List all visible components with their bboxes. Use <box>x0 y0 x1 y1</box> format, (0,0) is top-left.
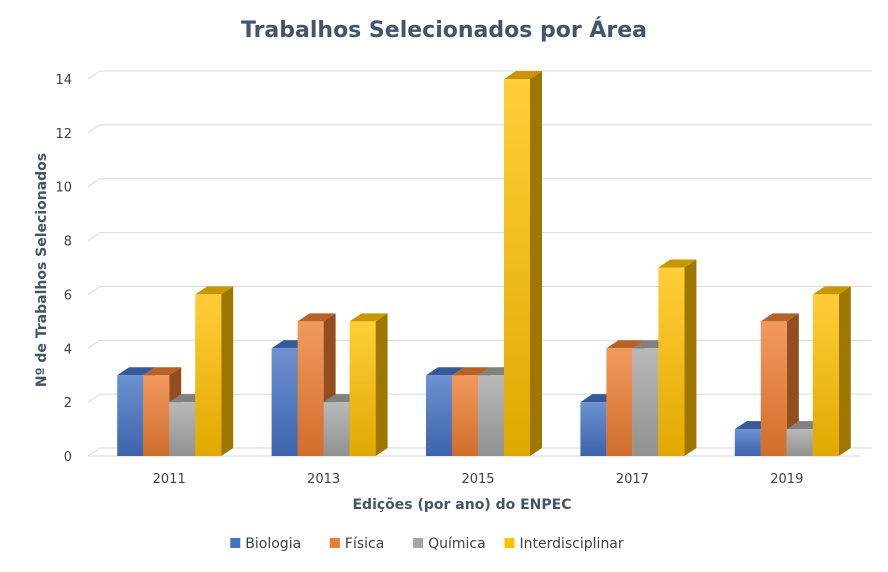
bar-side <box>375 313 388 456</box>
bar-front <box>812 294 839 456</box>
bar-top <box>760 313 799 322</box>
legend-label: Biologia <box>245 536 301 552</box>
y-tick-label: 2 <box>64 396 72 411</box>
legend-swatch <box>230 538 241 548</box>
bar-interdisciplinar-2017 <box>658 259 697 456</box>
bar-interdisciplinar-2015 <box>504 71 542 456</box>
bar-front <box>117 375 144 456</box>
x-axis-title: Edições (por ano) do ENPEC <box>352 497 571 513</box>
x-tick-label: 2013 <box>307 472 340 487</box>
legend-label: Química <box>428 536 486 552</box>
gridline-depth <box>87 286 101 295</box>
legend-item-física: Física <box>329 536 384 552</box>
bar-front <box>169 402 196 456</box>
x-axis-ticks: 2011 2013 2015 2017 2019 <box>153 472 804 487</box>
legend-label: Física <box>345 536 384 552</box>
bar-front <box>195 294 222 456</box>
x-tick-label: 2019 <box>770 472 803 487</box>
gridline-depth <box>87 447 101 457</box>
bar-front <box>632 348 659 456</box>
bar-side <box>530 71 542 456</box>
bar-front <box>606 348 633 456</box>
y-tick-label: 10 <box>55 181 72 196</box>
bars <box>117 71 851 456</box>
bar-top <box>812 286 851 295</box>
bar-top <box>504 71 542 79</box>
bar-top <box>606 340 645 349</box>
bar-front <box>143 375 170 456</box>
y-tick-label: 12 <box>55 127 72 142</box>
gridline-depth <box>87 124 101 134</box>
bar-front <box>504 79 530 456</box>
bar-front <box>786 429 813 456</box>
bar-interdisciplinar-2019 <box>812 286 851 456</box>
bar-side <box>838 286 851 456</box>
legend-item-biologia: Biologia <box>230 536 301 552</box>
legend-item-interdisciplinar: Interdisciplinar <box>504 536 624 552</box>
gridline-depth <box>87 70 101 80</box>
bar-front <box>478 375 504 456</box>
x-tick-label: 2017 <box>616 472 649 487</box>
x-tick-label: 2015 <box>461 472 494 487</box>
x-tick-label: 2011 <box>153 472 186 487</box>
bar-front <box>323 402 350 456</box>
bar-top <box>143 367 182 376</box>
bar-top <box>297 313 336 322</box>
gridline-depth <box>87 232 101 241</box>
legend-swatch <box>413 538 424 548</box>
bar-front <box>271 348 298 456</box>
bar-side <box>786 313 799 456</box>
bar-top <box>195 286 234 295</box>
legend-item-química: Química <box>413 536 486 552</box>
bar-front <box>734 429 761 456</box>
legend-swatch <box>504 538 515 548</box>
bar-front <box>760 321 787 456</box>
y-tick-label: 14 <box>55 73 72 88</box>
legend: Biologia Física Química Interdisciplinar <box>230 536 624 552</box>
y-tick-label: 6 <box>64 288 72 303</box>
bar-top <box>658 259 697 268</box>
bar-front <box>658 267 685 456</box>
gridline-depth <box>87 178 101 188</box>
y-tick-label: 4 <box>64 342 72 357</box>
legend-swatch <box>329 538 340 548</box>
y-tick-label: 8 <box>64 235 72 250</box>
bar-front <box>349 321 376 456</box>
chart-title: Trabalhos Selecionados por Área <box>241 17 647 43</box>
bar-front <box>452 375 478 456</box>
bar-front <box>580 402 607 456</box>
bar-top <box>117 367 156 376</box>
bar-interdisciplinar-2011 <box>195 286 234 456</box>
y-axis-ticks: 0 2 4 6 8 10 12 14 <box>55 73 72 465</box>
legend-label: Interdisciplinar <box>520 536 624 552</box>
y-tick-label: 0 <box>64 450 72 465</box>
bar-top <box>452 367 490 376</box>
bar-top <box>349 313 388 322</box>
bar-side <box>221 286 234 456</box>
bar-front <box>426 375 452 456</box>
bar-física-2019 <box>760 313 799 456</box>
bar-interdisciplinar-2013 <box>349 313 388 456</box>
gridline-depth <box>87 339 101 349</box>
bar-top <box>426 367 464 376</box>
bar-side <box>684 259 697 456</box>
gridline-depth <box>87 393 101 403</box>
bar-front <box>297 321 324 456</box>
y-axis-title: Nº de Trabalhos Selecionados <box>34 153 50 387</box>
